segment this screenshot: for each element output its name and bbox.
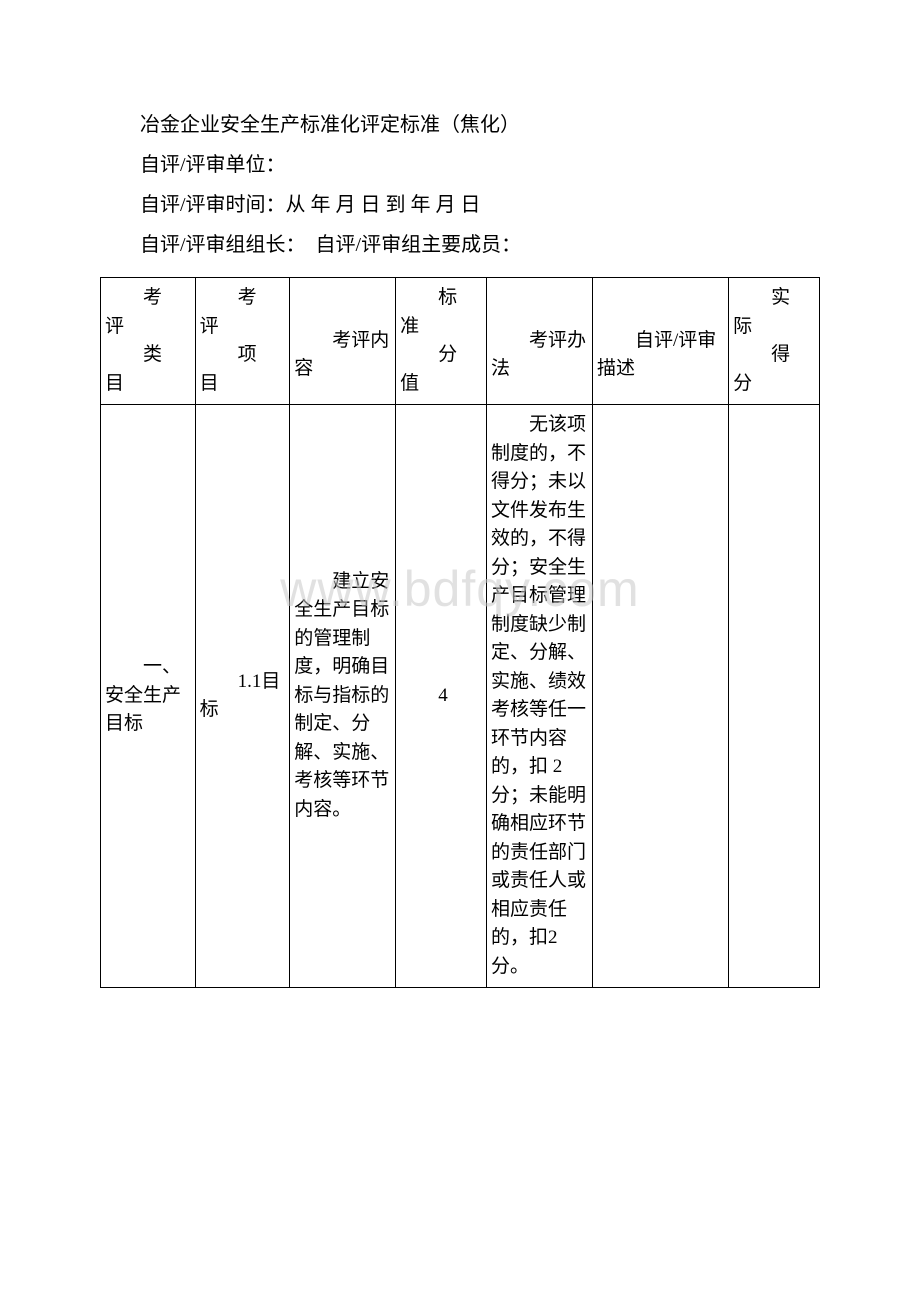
cell-method: 无该项制度的，不得分；未以文件发布生效的，不得分；安全生产目标管理制度缺少制定、… — [486, 405, 592, 988]
col-header-category: 考 评 类 目 — [101, 278, 196, 405]
cell-desc — [592, 405, 728, 988]
cell-content: 建立安全生产目标的管理制度，明确目标与指标的制定、分解、实施、考核等环节内容。 — [290, 405, 396, 988]
cell-item: 1.1目标 — [195, 405, 290, 988]
col-header-content: 考评内容 — [290, 278, 396, 405]
col-header-item: 考 评 项 目 — [195, 278, 290, 405]
unit-label: 自评/评审单位： — [100, 145, 820, 185]
col-header-method: 考评办法 — [486, 278, 592, 405]
table-row: 一、安全生产目标 1.1目标 建立安全生产目标的管理制度，明确目标与指标的制定、… — [101, 405, 820, 988]
cell-category: 一、安全生产目标 — [101, 405, 196, 988]
col-header-actual: 实 际 得 分 — [729, 278, 820, 405]
table-header-row: 考 评 类 目 考 评 项 目 考评内容 标 准 分 值 考评办法 自评/评审描… — [101, 278, 820, 405]
col-header-score: 标 准 分 值 — [396, 278, 487, 405]
leader-label: 自评/评审组组长： 自评/评审组主要成员： — [100, 225, 820, 265]
time-label: 自评/评审时间：从 年 月 日 到 年 月 日 — [100, 185, 820, 225]
doc-title: 冶金企业安全生产标准化评定标准（焦化） — [100, 105, 820, 145]
cell-score: 4 — [396, 405, 487, 988]
assessment-table: 考 评 类 目 考 评 项 目 考评内容 标 准 分 值 考评办法 自评/评审描… — [100, 277, 820, 988]
col-header-desc: 自评/评审描述 — [592, 278, 728, 405]
cell-actual — [729, 405, 820, 988]
